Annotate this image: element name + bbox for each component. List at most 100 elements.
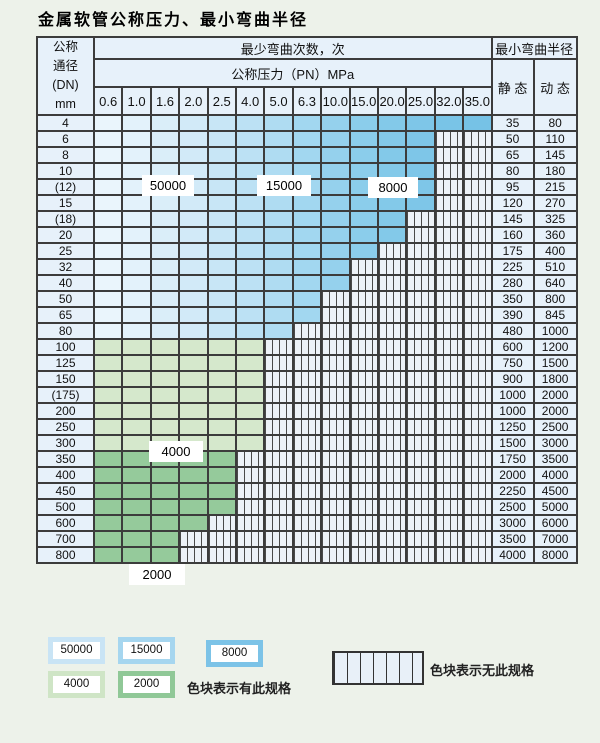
spec-cell <box>178 338 209 356</box>
spec-cell <box>92 370 124 388</box>
legend-swatch-label: 8000 <box>211 645 258 662</box>
no-spec-cell <box>376 290 408 308</box>
spec-cell <box>320 178 351 196</box>
no-spec-cell <box>348 386 379 404</box>
no-spec-cell <box>433 258 465 276</box>
spec-cell <box>121 434 152 452</box>
legend-unavailable-caption: 色块表示无此规格 <box>430 663 535 678</box>
no-spec-cell <box>263 514 294 532</box>
spec-cell <box>178 130 209 148</box>
static-radius-cell: 600 <box>490 338 535 356</box>
no-spec-cell <box>405 530 436 548</box>
no-spec-cell <box>433 194 465 212</box>
spec-cell <box>234 146 266 164</box>
dn-header-line: 公称 <box>52 40 78 54</box>
dn-cell: (175) <box>36 386 95 404</box>
no-spec-cell <box>376 258 408 276</box>
table-row: 20 160 360 <box>36 226 578 244</box>
no-spec-cell <box>320 402 351 420</box>
spec-cell <box>92 162 124 180</box>
spec-cell <box>149 290 181 308</box>
no-spec-cell <box>291 322 323 340</box>
spec-cell <box>234 226 266 244</box>
dn-cell: 4 <box>36 114 95 132</box>
no-spec-cell <box>462 530 493 548</box>
spec-cell <box>121 482 152 500</box>
no-spec-cell <box>263 386 294 404</box>
spec-cell <box>92 130 124 148</box>
static-radius-cell: 750 <box>490 354 535 372</box>
no-spec-cell <box>291 402 323 420</box>
no-spec-cell <box>462 466 493 484</box>
spec-cell <box>121 130 152 148</box>
no-spec-cell <box>320 386 351 404</box>
no-spec-cell <box>433 482 465 500</box>
spec-cell <box>149 386 181 404</box>
no-spec-cell <box>320 498 351 516</box>
no-spec-cell <box>263 434 294 452</box>
no-spec-cell <box>405 322 436 340</box>
spec-cell <box>92 530 124 548</box>
table-row: 450 2250 4500 <box>36 482 578 500</box>
no-spec-cell <box>433 226 465 244</box>
no-spec-cell <box>376 546 408 564</box>
dynamic-radius-cell: 2500 <box>532 418 578 436</box>
no-spec-cell <box>348 498 379 516</box>
spec-cell <box>320 194 351 212</box>
no-spec-cell <box>433 546 465 564</box>
dn-cell: 32 <box>36 258 95 276</box>
spec-cell <box>234 194 266 212</box>
no-spec-cell <box>433 450 465 468</box>
no-spec-cell <box>263 530 294 548</box>
spec-cell <box>178 466 209 484</box>
static-radius-cell: 1000 <box>490 386 535 404</box>
static-radius-cell: 2000 <box>490 466 535 484</box>
dynamic-radius-cell: 4000 <box>532 466 578 484</box>
no-spec-cell <box>433 290 465 308</box>
no-spec-cell <box>376 434 408 452</box>
static-header: 静 态 <box>490 58 535 116</box>
static-radius-cell: 175 <box>490 242 535 260</box>
spec-cell <box>405 114 436 132</box>
spec-cell <box>178 354 209 372</box>
no-spec-cell <box>320 530 351 548</box>
spec-cell <box>263 274 294 292</box>
spec-cell <box>376 194 408 212</box>
no-spec-cell <box>433 466 465 484</box>
dn-cell: 200 <box>36 402 95 420</box>
no-spec-cell <box>320 546 351 564</box>
zone-label-50000: 50000 <box>142 175 194 196</box>
spec-cell <box>149 194 181 212</box>
no-spec-cell <box>462 402 493 420</box>
dynamic-radius-cell: 3000 <box>532 434 578 452</box>
spec-cell <box>291 226 323 244</box>
table-row: 600 3000 6000 <box>36 514 578 532</box>
static-radius-cell: 1250 <box>490 418 535 436</box>
dynamic-radius-cell: 145 <box>532 146 578 164</box>
no-spec-cell <box>376 354 408 372</box>
table-row: 40 280 640 <box>36 274 578 292</box>
spec-cell <box>92 242 124 260</box>
spec-cell <box>320 258 351 276</box>
spec-cell <box>121 546 152 564</box>
dynamic-radius-cell: 1200 <box>532 338 578 356</box>
spec-cell <box>92 482 124 500</box>
spec-cell <box>149 370 181 388</box>
zone-label-8000: 8000 <box>368 177 418 198</box>
no-spec-cell <box>433 242 465 260</box>
spec-cell <box>121 146 152 164</box>
pressure-col-header: 0.6 <box>92 86 124 116</box>
spec-cell <box>178 242 209 260</box>
spec-cell <box>92 306 124 324</box>
header-row-pressures: 0.6 1.0 1.6 2.0 2.5 4.0 5.0 6.3 10.0 15.0 20.0 25.0… <box>37 86 577 116</box>
no-spec-cell <box>291 450 323 468</box>
spec-cell <box>206 402 237 420</box>
spec-cell <box>376 226 408 244</box>
spec-cell <box>234 434 266 452</box>
table-row: 250 1250 2500 <box>36 418 578 436</box>
dynamic-radius-cell: 1800 <box>532 370 578 388</box>
dynamic-radius-cell: 800 <box>532 290 578 308</box>
table-row: (18) 145 325 <box>36 210 578 228</box>
spec-cell <box>234 210 266 228</box>
